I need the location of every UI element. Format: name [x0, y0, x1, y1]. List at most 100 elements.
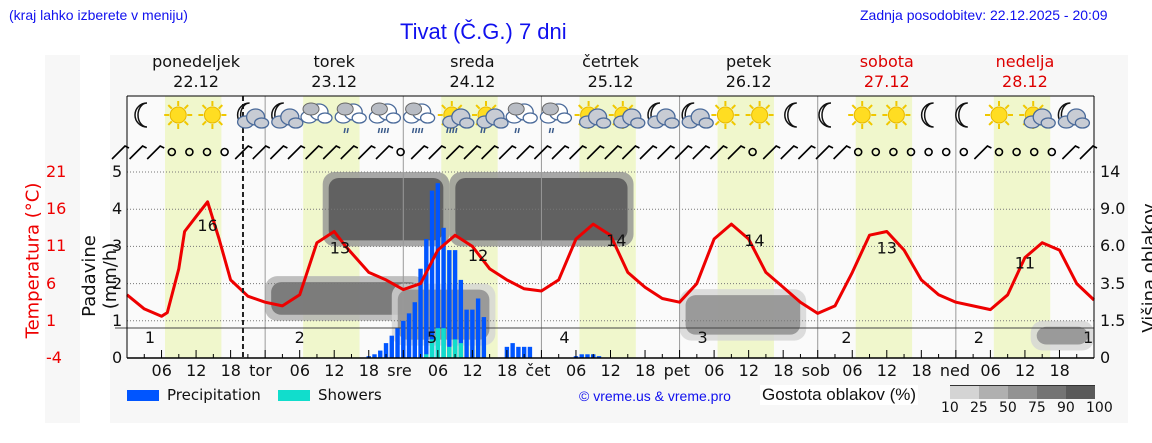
density-swatch [1008, 385, 1037, 399]
wind-barb-icon [269, 145, 288, 160]
temp-extreme-label: 11 [1015, 253, 1035, 272]
wind-calm-icon [167, 147, 177, 157]
day-header-23.12: torek 23.12 [274, 52, 394, 92]
cloud-layer-inner [1036, 326, 1088, 345]
temp-tick-label: 1 [46, 310, 57, 330]
wind-barb-icon [762, 145, 781, 160]
wind-barb-icon [481, 145, 499, 160]
wind-barb-icon [1061, 145, 1080, 160]
wind-barb-icon [129, 145, 147, 160]
temp-tick-label: -4 [46, 348, 62, 367]
prec-tick-label: 3 [112, 236, 123, 256]
prec-tick-label: 0 [112, 348, 123, 367]
sun-icon [164, 101, 193, 129]
temp-extreme-label: 2 [295, 328, 305, 347]
day-date: 22.12 [173, 72, 219, 91]
cloud-tick-label: 1.5 [1100, 310, 1126, 330]
x-tick-label: 12 [462, 361, 483, 380]
daylight-band [164, 96, 222, 358]
shower-bar [447, 346, 452, 358]
moon-cloud-icon [681, 102, 714, 129]
precipitation-bar [458, 279, 464, 358]
x-tick-label: 18 [911, 361, 932, 380]
wind-barb-icon [111, 145, 130, 160]
prec-tick-label: 1 [112, 310, 123, 330]
temp-extreme-label: 13 [330, 239, 350, 258]
wind-calm-icon [220, 147, 229, 157]
wind-calm-icon [994, 147, 1004, 157]
day-date: 23.12 [311, 72, 358, 91]
wind-barb-icon [322, 145, 341, 160]
daylight-band [855, 96, 913, 358]
wind-barb-icon [604, 145, 623, 160]
day-name: nedelja [995, 52, 1055, 71]
temp-extreme-label: 14 [744, 231, 764, 250]
wind-barb-icon [340, 145, 359, 160]
wind-barb-icon [727, 145, 746, 160]
day-header-22.12: ponedeljek 22.12 [136, 52, 256, 92]
precipitation-bar [424, 238, 429, 358]
precipitation-bar [464, 309, 469, 358]
wind-calm-icon [1029, 147, 1039, 157]
wind-barb-icon [569, 145, 587, 160]
moon-icon [920, 102, 934, 128]
x-tick-label: 06 [704, 361, 725, 380]
density-value-label: 75 [1028, 400, 1046, 416]
copyright-link[interactable]: © vreme.us & vreme.pro [579, 388, 731, 404]
temp-extreme-label: 4 [559, 328, 569, 347]
temp-extreme-label: 16 [197, 216, 217, 235]
shower-bar [429, 339, 435, 358]
moon-cloud-icon [236, 102, 270, 129]
day-date: 26.12 [725, 72, 772, 91]
region-hint-link[interactable]: (kraj lahko izberete v meniju) [9, 7, 188, 23]
x-tick-label: 12 [1014, 361, 1036, 380]
temp-extreme-label: 2 [974, 328, 984, 347]
sun-icon [198, 101, 227, 129]
x-tick-label: 12 [186, 361, 207, 380]
shower-bar [452, 339, 458, 358]
sun-icon [882, 101, 911, 129]
sun-cloud-rain-icon [437, 101, 475, 134]
moon-icon [134, 102, 148, 128]
cloud-layer-inner [271, 282, 421, 315]
cloud-tick-label: 9.0 [1100, 199, 1126, 219]
wind-calm-icon [748, 147, 757, 157]
x-tick-label: 06 [842, 361, 863, 380]
moon-icon [784, 102, 797, 128]
x-tick-label: čet [525, 361, 551, 380]
cloud-tick-label: 3.5 [1100, 273, 1126, 293]
precipitation-bar [401, 320, 406, 358]
moon-cloud-icon [647, 102, 680, 129]
wind-barb-icon [586, 145, 605, 160]
cloud-light-rain-icon [334, 102, 367, 134]
precipitation-bar [412, 302, 417, 358]
cloud-tick-label: 0 [1100, 348, 1111, 367]
sun-cloud-icon [574, 101, 612, 129]
wind-barb-icon [463, 145, 482, 160]
day-name: petek [725, 52, 772, 71]
last-updated: Zadnja posodobitev: 22.12.2025 - 20:09 [860, 7, 1108, 23]
x-tick-label: 18 [496, 361, 518, 380]
precipitation-bar [372, 354, 377, 358]
density-swatch [979, 385, 1008, 399]
day-name: torek [313, 52, 355, 71]
day-name: četrtek [582, 52, 639, 71]
precipitation-bar [441, 227, 446, 358]
precipitation-bar [406, 313, 412, 358]
x-tick-label: 06 [427, 361, 449, 380]
temp-extreme-label: 1 [1083, 328, 1093, 347]
wind-barb-icon [305, 145, 323, 160]
wind-barb-icon [621, 145, 640, 160]
precipitation-bar [383, 343, 389, 358]
cloud-layer-inner [328, 178, 444, 241]
cloud-light-rain-icon [505, 102, 538, 134]
x-tick-label: 06 [289, 361, 311, 380]
precipitation-bar [470, 309, 475, 358]
wind-barb-icon [833, 145, 851, 160]
wind-barb-icon [797, 145, 816, 160]
density-value-label: 25 [970, 400, 988, 416]
x-tick-label: 06 [980, 361, 1001, 380]
wind-barb-icon [639, 145, 658, 160]
sun-icon [985, 101, 1013, 129]
